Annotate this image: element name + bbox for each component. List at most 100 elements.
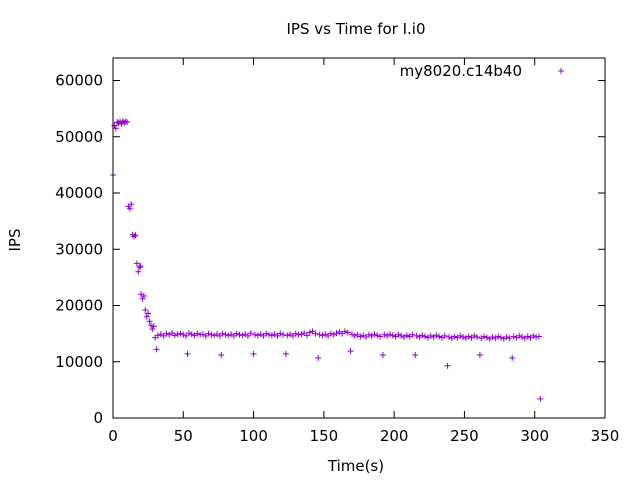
x-tick-label: 300 [520,427,549,445]
data-point [303,332,310,339]
data-point [476,352,483,358]
data-point [174,331,181,338]
data-point [489,334,496,340]
legend-point [558,68,564,74]
data-point [128,201,135,208]
x-tick-label: 200 [380,427,409,445]
data-point [444,362,451,369]
data-point [316,331,323,338]
data-point [284,332,291,339]
data-point [292,330,299,337]
data-point [327,330,334,337]
data-point [497,334,504,341]
data-point [474,334,481,340]
data-point [180,331,187,338]
data-point [112,125,119,132]
data-point [465,333,472,340]
axis-ticks: 0 50 100 150 200 250 300 350 0 10000 20000 30000 400… [55,58,619,445]
x-tick-label: 150 [310,427,339,445]
y-tick-label: 50000 [55,128,103,146]
data-point [530,332,537,339]
data-point [386,331,393,338]
data-point [524,333,531,340]
data-point [244,332,251,339]
data-point [183,332,190,339]
data-point [436,333,443,340]
data-point [177,330,184,337]
x-tick-label: 50 [174,427,193,445]
data-point [147,322,154,329]
data-point [333,330,340,337]
data-point [537,395,544,402]
data-point [277,330,284,337]
data-point [154,332,161,339]
data-point [250,350,257,357]
data-point [126,205,133,212]
data-point [377,333,384,340]
data-point [114,119,121,126]
data-point [122,118,129,125]
data-point [118,120,125,127]
data-point [163,330,170,337]
data-point [365,331,372,338]
data-point [506,335,513,342]
data-point [139,295,146,302]
data-point [205,330,212,337]
data-point [131,233,138,240]
data-point [347,348,354,355]
y-tick-label: 20000 [55,297,103,315]
data-point [516,332,523,339]
data-point [298,331,305,338]
data-point [419,332,426,339]
y-axis-title: IPS [6,229,24,252]
data-point [135,268,142,275]
data-point [535,333,542,340]
chart-title: IPS vs Time for I.i0 [287,20,426,38]
data-point [171,332,178,339]
data-point [251,331,258,338]
data-point [412,352,419,358]
data-point [312,330,319,337]
data-point [381,331,388,338]
data-point [395,331,402,338]
data-point [503,334,510,340]
data-point [146,318,153,325]
data-point [150,323,157,330]
x-axis-title: Time(s) [327,457,384,475]
y-tick-label: 30000 [55,240,103,258]
data-point [389,332,396,339]
data-point [197,331,204,338]
y-tick-label: 0 [93,409,103,427]
data-point [315,354,322,361]
data-point [403,332,410,339]
data-point [142,307,149,313]
data-point [433,332,440,339]
legend: my8020.c14b40 [400,62,564,80]
legend-marker [558,68,564,74]
data-point [124,119,131,126]
data-point [379,352,386,358]
data-point [374,332,381,339]
data-point [153,346,160,353]
data-point [357,333,364,340]
data-point [145,310,152,317]
data-point [441,332,448,339]
plot-frame [112,57,606,419]
data-point [413,332,420,339]
data-point [208,331,215,338]
data-point [218,352,225,358]
data-point [422,333,429,340]
data-point [306,329,313,336]
data-point [136,264,143,271]
x-tick-label: 0 [108,427,118,445]
data-point [185,330,192,337]
y-tick-label: 60000 [55,72,103,90]
data-point [460,334,467,340]
y-tick-label: 40000 [55,184,103,202]
x-tick-label: 100 [239,427,268,445]
data-point [111,122,118,129]
data-point [519,334,526,340]
data-point [481,333,488,340]
data-point [398,332,405,339]
